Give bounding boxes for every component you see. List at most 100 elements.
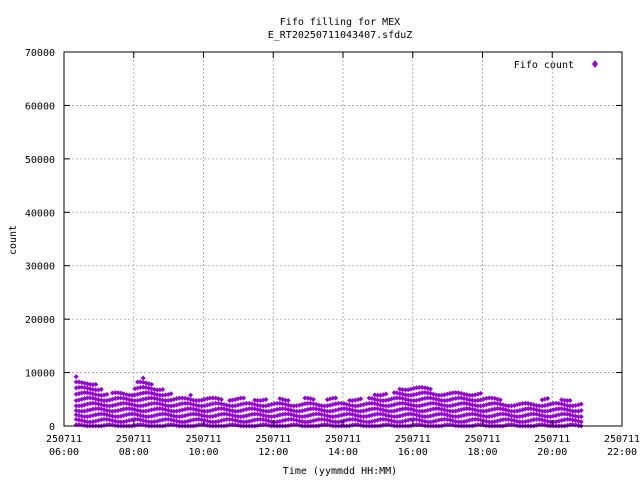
- data-point: [486, 395, 492, 401]
- data-point: [564, 416, 570, 422]
- legend-label: Fifo count: [514, 60, 574, 71]
- data-point: [149, 419, 155, 425]
- data-point: [93, 406, 99, 412]
- data-point: [188, 411, 194, 417]
- data-point: [383, 403, 389, 409]
- x-tick-time-label: 22:00: [607, 447, 637, 458]
- data-point: [305, 400, 311, 406]
- y-tick-label: 50000: [25, 155, 55, 166]
- data-point: [453, 390, 459, 396]
- data-point: [115, 419, 121, 425]
- data-point: [257, 403, 263, 409]
- data-point: [229, 403, 235, 409]
- data-point: [419, 390, 425, 396]
- data-point: [430, 400, 436, 406]
- data-point: [578, 401, 584, 407]
- data-point: [545, 395, 551, 401]
- data-point: [542, 408, 548, 414]
- data-point: [453, 414, 459, 420]
- data-point: [570, 408, 576, 414]
- data-point: [255, 416, 261, 422]
- data-point: [319, 416, 325, 422]
- data-point: [162, 416, 168, 422]
- data-point: [372, 406, 378, 412]
- data-point: [464, 406, 470, 412]
- data-point: [146, 419, 152, 425]
- data-point: [483, 414, 489, 420]
- y-tick-label: 60000: [25, 101, 55, 112]
- data-point: [319, 403, 325, 409]
- data-point: [149, 395, 155, 401]
- data-point: [414, 403, 420, 409]
- y-tick-label: 0: [49, 422, 55, 433]
- data-point: [215, 406, 221, 412]
- data-point: [162, 398, 168, 404]
- data-point: [218, 406, 224, 412]
- data-point: [559, 411, 565, 417]
- data-point: [143, 414, 149, 420]
- data-point: [123, 412, 129, 418]
- data-point: [151, 400, 157, 406]
- data-point: [93, 381, 99, 387]
- data-point: [202, 408, 208, 414]
- data-point: [90, 400, 96, 406]
- data-point: [204, 414, 210, 420]
- x-tick-time-label: 14:00: [328, 447, 358, 458]
- data-point: [489, 400, 495, 406]
- data-point: [207, 419, 213, 425]
- data-point: [455, 419, 461, 425]
- x-axis-label: Time (yymmdd HH:MM): [283, 466, 397, 477]
- data-point: [296, 413, 302, 419]
- data-point: [185, 406, 191, 412]
- data-point: [450, 390, 456, 396]
- data-point: [322, 403, 328, 409]
- data-point: [567, 397, 573, 403]
- data-point: [308, 406, 314, 412]
- data-point: [179, 395, 185, 401]
- data-point: [241, 395, 247, 401]
- x-tick-time-label: 12:00: [258, 447, 288, 458]
- data-point: [182, 400, 188, 406]
- data-point: [347, 398, 353, 404]
- data-point: [419, 413, 425, 419]
- x-tick-time-label: 16:00: [398, 447, 428, 458]
- data-point: [126, 392, 132, 398]
- data-point: [140, 375, 146, 381]
- data-point: [171, 408, 177, 414]
- chart-title: Fifo filling for MEX: [280, 17, 400, 28]
- x-axis-ticks: 250711 06:00 250711 08:00 250711 10:00 250711 1…: [46, 52, 640, 458]
- data-point: [143, 390, 149, 396]
- data-point: [383, 391, 389, 397]
- data-point: [439, 397, 445, 403]
- data-point: [481, 408, 487, 414]
- data-point: [129, 392, 135, 398]
- data-point: [467, 392, 473, 398]
- data-point: [327, 413, 333, 419]
- data-point: [73, 379, 79, 385]
- data-point: [118, 419, 124, 425]
- data-point: [322, 412, 328, 418]
- x-tick-time-label: 20:00: [537, 447, 567, 458]
- data-point: [73, 403, 79, 409]
- data-point: [508, 408, 514, 414]
- data-point: [129, 411, 135, 417]
- data-point: [433, 406, 439, 412]
- data-point: [282, 411, 288, 417]
- data-point: [402, 406, 408, 412]
- data-point: [165, 403, 171, 409]
- data-point: [115, 395, 121, 401]
- y-tick-label: 20000: [25, 315, 55, 326]
- data-point: [123, 392, 129, 398]
- data-point: [349, 403, 355, 409]
- data-point: [391, 414, 397, 420]
- data-point: [461, 400, 467, 406]
- data-point: [121, 400, 127, 406]
- data-point: [157, 411, 163, 417]
- fifo-count-series: [73, 374, 584, 429]
- x-tick-time-label: 18:00: [467, 447, 497, 458]
- data-point: [101, 416, 107, 422]
- x-tick-date-label: 250711: [534, 434, 570, 445]
- data-point: [534, 416, 540, 422]
- x-tick-time-label: 06:00: [49, 447, 79, 458]
